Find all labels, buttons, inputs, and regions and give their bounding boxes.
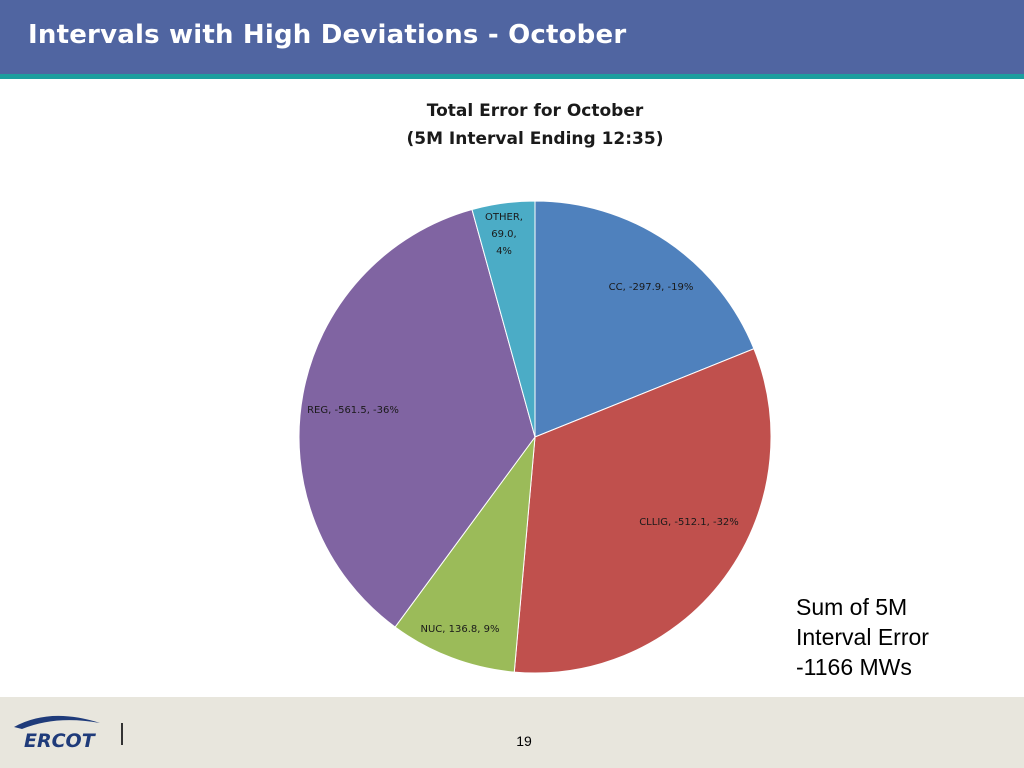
pie-slice-labels: CC, -297.9, -19% CLLIG, -512.1, -32% NUC, … xyxy=(307,212,739,635)
page-number: 19 xyxy=(516,733,532,749)
chart-title-line-2: (5M Interval Ending 12:35) xyxy=(407,129,664,149)
slide-header: Intervals with High Deviations - October xyxy=(0,0,1024,74)
chart-area: Total Error for October (5M Interval End… xyxy=(0,80,1024,695)
sum-note: Sum of 5M Interval Error -1166 MWs xyxy=(796,592,996,682)
sum-note-line-3: -1166 MWs xyxy=(796,654,912,680)
chart-title-line-1: Total Error for October xyxy=(427,101,644,121)
pie-slices xyxy=(298,200,772,674)
slice-label-cc: CC, -297.9, -19% xyxy=(609,282,694,293)
slice-label-reg: REG, -561.5, -36% xyxy=(307,405,399,416)
logo-swoosh xyxy=(14,715,100,729)
logo-wordmark: ERCOT xyxy=(24,730,97,752)
pie-slice-cllig xyxy=(513,348,772,674)
pie-slice-other xyxy=(471,200,536,438)
header-accent-rule xyxy=(0,74,1024,79)
sum-note-line-1: Sum of 5M xyxy=(796,594,908,620)
logo-divider xyxy=(121,723,123,745)
pie-chart: Total Error for October (5M Interval End… xyxy=(298,101,772,674)
sum-note-line-2: Interval Error xyxy=(796,624,929,650)
slice-label-cllig: CLLIG, -512.1, -32% xyxy=(639,517,739,528)
pie-slice-cc xyxy=(534,200,755,438)
pie-slice-reg xyxy=(298,208,536,628)
slice-label-other: OTHER, 69.0, 4% xyxy=(485,212,523,257)
pie-slice-nuc xyxy=(394,435,536,673)
slide-footer: ERCOT 19 xyxy=(0,697,1024,768)
slide-title: Intervals with High Deviations - October xyxy=(28,20,627,50)
slice-label-nuc: NUC, 136.8, 9% xyxy=(421,624,500,635)
ercot-logo: ERCOT xyxy=(14,715,100,752)
